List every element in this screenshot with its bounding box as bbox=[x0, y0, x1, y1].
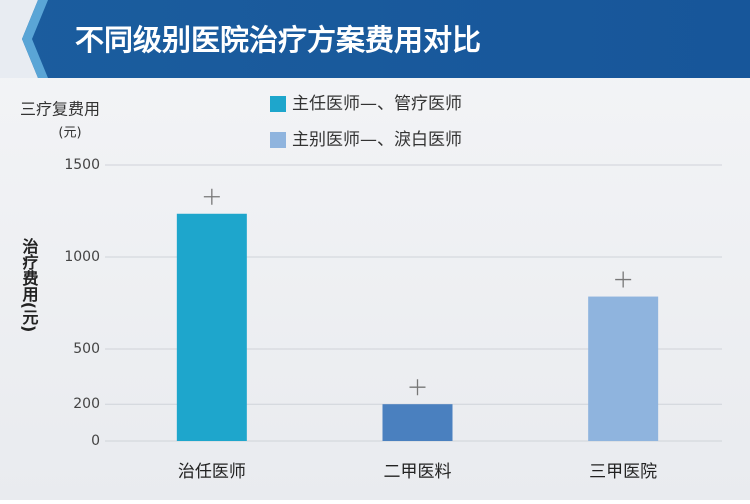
y-label-top-unit: (元) bbox=[58, 126, 81, 141]
bar-marker bbox=[203, 188, 220, 205]
bar-marker bbox=[615, 271, 632, 288]
y-tick-label: 500 bbox=[73, 341, 100, 357]
legend-label: 主任医师—、管疗医师 bbox=[292, 94, 462, 114]
y-axis-label: 治疗费用(元) bbox=[20, 237, 39, 333]
legend-swatch bbox=[270, 132, 286, 148]
header-arrow bbox=[22, 0, 48, 78]
bar-marker bbox=[409, 379, 426, 396]
bar bbox=[382, 404, 453, 441]
y-tick-label: 200 bbox=[73, 396, 100, 412]
header-band bbox=[0, 0, 750, 78]
x-tick-label: 治任医师 bbox=[178, 462, 246, 482]
legend-swatch bbox=[270, 96, 286, 112]
x-tick-label: 三甲医院 bbox=[589, 462, 657, 482]
bar bbox=[176, 213, 247, 441]
y-label-top: 三疗复费用 bbox=[20, 100, 100, 119]
bar bbox=[588, 296, 659, 441]
y-tick-label: 0 bbox=[91, 433, 100, 449]
chart-title: 不同级别医院治疗方案费用对比 bbox=[75, 23, 481, 57]
y-tick-label: 1500 bbox=[64, 157, 100, 173]
y-tick-label: 1000 bbox=[64, 249, 100, 265]
header-notch bbox=[0, 0, 38, 78]
legend-label: 主别医师—、淚白医师 bbox=[292, 130, 462, 150]
x-tick-label: 二甲医料 bbox=[384, 462, 452, 482]
